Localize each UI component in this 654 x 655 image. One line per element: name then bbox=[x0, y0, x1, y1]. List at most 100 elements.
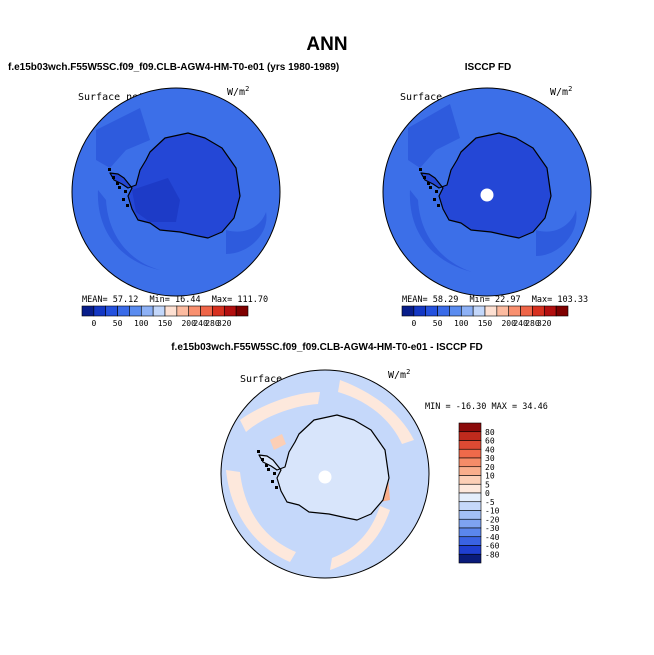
panel-model-header: f.e15b03wch.F55W5SC.f09_f09.CLB-AGW4-HM-… bbox=[8, 62, 339, 73]
colorbar-swatch bbox=[458, 510, 482, 520]
colorbar-swatch bbox=[223, 305, 237, 317]
panel-obs-max-label: Max= bbox=[532, 295, 552, 305]
colorbar-tick-label: -80 bbox=[485, 550, 500, 559]
colorbar-tick-label: 40 bbox=[485, 445, 495, 454]
colorbar-swatch bbox=[458, 440, 482, 450]
panel-model-ocean-band bbox=[96, 108, 150, 168]
colorbar-swatch bbox=[555, 305, 569, 317]
panel-obs-antarctica bbox=[420, 132, 552, 239]
colorbar-swatch bbox=[413, 305, 427, 317]
panel-obs-units: W/m bbox=[550, 87, 568, 98]
island-mark bbox=[267, 468, 270, 471]
colorbar-swatch bbox=[472, 305, 486, 317]
island-mark bbox=[124, 190, 127, 193]
panel-diff-positive-patch bbox=[270, 434, 286, 450]
colorbar-swatch bbox=[458, 527, 482, 538]
colorbar-tick-label: 240 bbox=[513, 319, 528, 328]
colorbar-tick-label: -5 bbox=[485, 498, 495, 507]
panel-diff-pole-hole bbox=[318, 470, 332, 484]
panel-model-interior bbox=[132, 178, 180, 222]
colorbar-tick-label: 10 bbox=[485, 472, 495, 481]
panel-obs-mean-label: MEAN= bbox=[402, 295, 428, 305]
panel-diff-units-exp: 2 bbox=[406, 368, 410, 376]
panel-obs-max: 103.33 bbox=[557, 295, 588, 305]
panel-diff-positive-band bbox=[240, 392, 320, 432]
panel-diff-positive-band bbox=[330, 506, 390, 570]
panel-diff-antarctica bbox=[258, 414, 390, 521]
colorbar-swatch bbox=[188, 305, 201, 317]
panel-model-max-label: Max= bbox=[212, 295, 232, 305]
colorbar-swatch bbox=[458, 457, 482, 468]
colorbar-swatch bbox=[458, 475, 482, 485]
panel-diff-map-border bbox=[220, 369, 430, 579]
island-mark bbox=[419, 168, 422, 171]
panel-diff-header: f.e15b03wch.F55W5SC.f09_f09.CLB-AGW4-HM-… bbox=[171, 342, 483, 353]
panel-obs-mean: 58.29 bbox=[433, 295, 459, 305]
colorbar-swatch bbox=[458, 545, 482, 555]
colorbar-swatch bbox=[117, 305, 130, 317]
colorbar-tick-label: -60 bbox=[485, 542, 500, 551]
colorbar-tick-label: 320 bbox=[537, 319, 552, 328]
colorbar-swatch bbox=[458, 553, 482, 564]
island-mark bbox=[435, 190, 438, 193]
island-mark bbox=[437, 204, 440, 207]
colorbar-tick-label: -20 bbox=[485, 515, 500, 524]
panel-model-mean: 57.12 bbox=[113, 295, 139, 305]
panel-obs-ocean-band bbox=[409, 190, 472, 272]
island-mark bbox=[122, 198, 125, 201]
panel-obs-map-border bbox=[382, 87, 592, 297]
colorbar-tick-label: 0 bbox=[485, 489, 490, 498]
colorbar-swatch bbox=[458, 422, 482, 433]
panel-model-min: 16.44 bbox=[175, 295, 201, 305]
colorbar-tick-label: -10 bbox=[485, 507, 500, 516]
island-mark bbox=[116, 182, 119, 185]
panel-obs: ISCCP FD Surface net SW flux W/m2 MEAN= … bbox=[382, 62, 592, 328]
svg-text:MEAN= 58.29 Min=: MEAN= 58.29 Min= 22.97 Max= 103.33 bbox=[402, 295, 588, 305]
panel-model-max: 111.70 bbox=[237, 295, 268, 305]
colorbar-tick-label: 240 bbox=[193, 319, 208, 328]
panel-model: f.e15b03wch.F55W5SC.f09_f09.CLB-AGW4-HM-… bbox=[8, 62, 339, 328]
colorbar-tick-label: 0 bbox=[91, 319, 96, 328]
panel-obs-pole-hole bbox=[480, 188, 494, 202]
panel-obs-ocean-band bbox=[408, 104, 460, 168]
panel-model-ocean-band bbox=[97, 190, 160, 270]
panel-model-ocean-band bbox=[226, 212, 267, 254]
panel-diff-units: W/m bbox=[388, 370, 406, 381]
island-mark bbox=[265, 464, 268, 467]
colorbar-tick-label: -40 bbox=[485, 533, 500, 542]
colorbar-swatch bbox=[81, 305, 95, 317]
panel-obs-units-exp: 2 bbox=[568, 85, 572, 93]
colorbar-tick-label: 100 bbox=[134, 319, 149, 328]
colorbar-tick-label: 5 bbox=[485, 480, 490, 489]
colorbar-swatch bbox=[176, 305, 190, 317]
colorbar-swatch bbox=[105, 305, 118, 317]
svg-text:W/m2: W/m2 bbox=[227, 85, 249, 98]
colorbar-swatch bbox=[200, 305, 213, 317]
island-mark bbox=[257, 450, 260, 453]
island-mark bbox=[427, 182, 430, 185]
colorbar-tick-label: 30 bbox=[485, 454, 495, 463]
colorbar-tick-label: 0 bbox=[411, 319, 416, 328]
colorbar-swatch bbox=[129, 305, 142, 317]
colorbar-swatch bbox=[140, 305, 154, 317]
colorbar-tick-label: -30 bbox=[485, 524, 500, 533]
colorbar-tick-label: 50 bbox=[433, 319, 443, 328]
colorbar-tick-label: 20 bbox=[485, 463, 495, 472]
colorbar-tick-label: 50 bbox=[113, 319, 123, 328]
colorbar-swatch bbox=[496, 305, 510, 317]
panel-diff-map bbox=[220, 369, 430, 579]
colorbar-tick-label: 200 bbox=[501, 319, 516, 328]
panel-obs-min: 22.97 bbox=[495, 295, 521, 305]
panel-diff-stats: MIN = -16.30 MAX = 34.46 bbox=[425, 402, 548, 412]
panel-obs-header: ISCCP FD bbox=[465, 62, 512, 73]
island-mark bbox=[261, 458, 264, 461]
colorbar-swatch bbox=[93, 305, 107, 317]
panel-model-units-exp: 2 bbox=[245, 85, 249, 93]
panel-model-min-label: Min= bbox=[149, 295, 169, 305]
colorbar-tick-label: 280 bbox=[525, 319, 540, 328]
panel-obs-min-label: Min= bbox=[469, 295, 489, 305]
colorbar-swatch bbox=[152, 305, 166, 317]
colorbar-swatch bbox=[460, 305, 474, 317]
